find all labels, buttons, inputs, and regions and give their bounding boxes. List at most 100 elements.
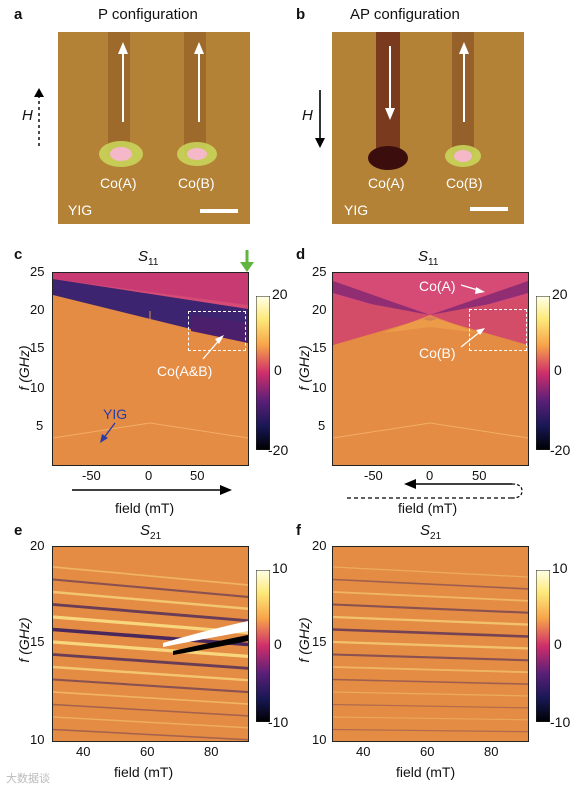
ytick-f-15: 15 — [312, 634, 327, 649]
cbtick-d-top: 20 — [552, 286, 568, 302]
xtick-c-m50: -50 — [82, 468, 101, 483]
field-arrow-up-icon — [32, 88, 46, 153]
sweep-arrow-right-icon — [72, 483, 232, 502]
label-co-a: Co(A) — [368, 175, 405, 191]
field-arrow-down-icon — [313, 88, 327, 153]
ytick-c-20: 20 — [30, 302, 45, 317]
ytick-e-20: 20 — [30, 538, 45, 553]
cbtick-d-bot: -20 — [550, 442, 571, 458]
colorbar-e — [255, 569, 271, 727]
panel-label-d: d — [296, 246, 306, 263]
panel-label-c: c — [14, 246, 23, 263]
panel-title-c: S11 — [138, 248, 159, 268]
annot-co-a: Co(A) — [419, 278, 456, 294]
panel-title-f: S21 — [420, 522, 442, 542]
fringe-band — [53, 716, 248, 729]
panel-title-e: S21 — [140, 522, 162, 542]
annot-co-ab: Co(A&B) — [157, 363, 213, 379]
fringe-band — [53, 603, 248, 623]
ytick-c-25: 25 — [30, 264, 45, 279]
fringe-band — [53, 665, 248, 682]
heatmap-d: Co(A) Co(B) — [332, 272, 529, 466]
xtick-f-60: 60 — [420, 744, 435, 759]
field-label-b: H — [302, 107, 313, 124]
fringe-band — [333, 728, 528, 733]
fringe-band — [53, 728, 248, 741]
xtick-e-60: 60 — [140, 744, 155, 759]
xtick-d-50: 50 — [472, 468, 487, 483]
fringe-band — [333, 566, 528, 578]
fringe-band — [333, 691, 528, 697]
fringe-band — [333, 703, 528, 709]
fringe-band — [333, 716, 528, 721]
fringe-band — [333, 615, 528, 626]
micrograph-b: Co(A) Co(B) YIG — [332, 32, 524, 224]
fringe-band — [53, 640, 248, 659]
ytick-d-25: 25 — [312, 264, 327, 279]
ytick-d-5: 5 — [318, 418, 326, 433]
ytick-e-15: 15 — [30, 634, 45, 649]
cbtick-e-top: 10 — [272, 560, 288, 576]
panel-title-b: AP configuration — [350, 6, 460, 23]
annot-yig: YIG — [103, 406, 128, 422]
ytick-c-10: 10 — [30, 380, 45, 395]
cbtick-f-mid: 0 — [554, 636, 562, 652]
panel-label-a: a — [14, 6, 23, 23]
xtick-f-80: 80 — [484, 744, 499, 759]
fringe-band — [53, 703, 248, 717]
highlight-box-c — [188, 311, 246, 351]
panel-title-a: P configuration — [98, 6, 198, 23]
fringe-band — [333, 578, 528, 590]
label-co-a: Co(A) — [100, 175, 137, 191]
xlabel-c: field (mT) — [115, 500, 175, 516]
heatmap-f — [332, 546, 529, 742]
ytick-c-15: 15 — [30, 340, 45, 355]
annot-co-b: Co(B) — [419, 345, 456, 361]
ylabel-d: f (GHz) — [296, 345, 312, 391]
fringe-band — [53, 678, 248, 694]
label-co-b: Co(B) — [446, 175, 483, 191]
fringe-band — [333, 640, 528, 650]
ytick-c-5: 5 — [36, 418, 44, 433]
ytick-d-10: 10 — [312, 380, 327, 395]
cbtick-c-top: 20 — [272, 286, 288, 302]
xtick-f-40: 40 — [356, 744, 371, 759]
cbtick-f-top: 10 — [552, 560, 568, 576]
xtick-d-m50: -50 — [364, 468, 383, 483]
ylabel-f: f (GHz) — [296, 617, 312, 663]
colorbar-d — [535, 295, 551, 455]
highlight-box-d — [469, 309, 527, 351]
fringe-band — [333, 628, 528, 638]
heatmap-e — [52, 546, 249, 742]
fringe-band — [333, 666, 528, 674]
label-yig: YIG — [344, 202, 369, 218]
cbtick-d-mid: 0 — [554, 362, 562, 378]
ytick-e-10: 10 — [30, 732, 45, 747]
xtick-c-0: 0 — [145, 468, 153, 483]
fringe-band — [53, 590, 248, 611]
xtick-e-80: 80 — [204, 744, 219, 759]
colorbar-f — [535, 569, 551, 727]
fringe-band — [333, 678, 528, 685]
fringe-band — [53, 691, 248, 705]
xlabel-f: field (mT) — [396, 764, 456, 780]
cbtick-c-bot: -20 — [268, 442, 289, 458]
ytick-d-20: 20 — [312, 302, 327, 317]
label-co-b: Co(B) — [178, 175, 215, 191]
cbtick-c-mid: 0 — [274, 362, 282, 378]
panel-label-e: e — [14, 522, 23, 539]
xlabel-e: field (mT) — [114, 764, 174, 780]
panel-title-d: S11 — [418, 248, 439, 268]
sweep-loop-arrow-icon — [342, 478, 524, 509]
ytick-d-15: 15 — [312, 340, 327, 355]
fringe-band — [333, 653, 528, 662]
fringe-darkspot — [173, 635, 248, 655]
green-arrow-icon — [239, 250, 255, 277]
colorbar-c — [255, 295, 271, 455]
cbtick-e-bot: -10 — [268, 714, 289, 730]
xtick-d-0: 0 — [426, 468, 434, 483]
xtick-e-40: 40 — [76, 744, 91, 759]
fringe-band — [53, 578, 248, 598]
fringe-band — [53, 566, 248, 586]
heatmap-c: Co(A&B) YIG — [52, 272, 249, 466]
